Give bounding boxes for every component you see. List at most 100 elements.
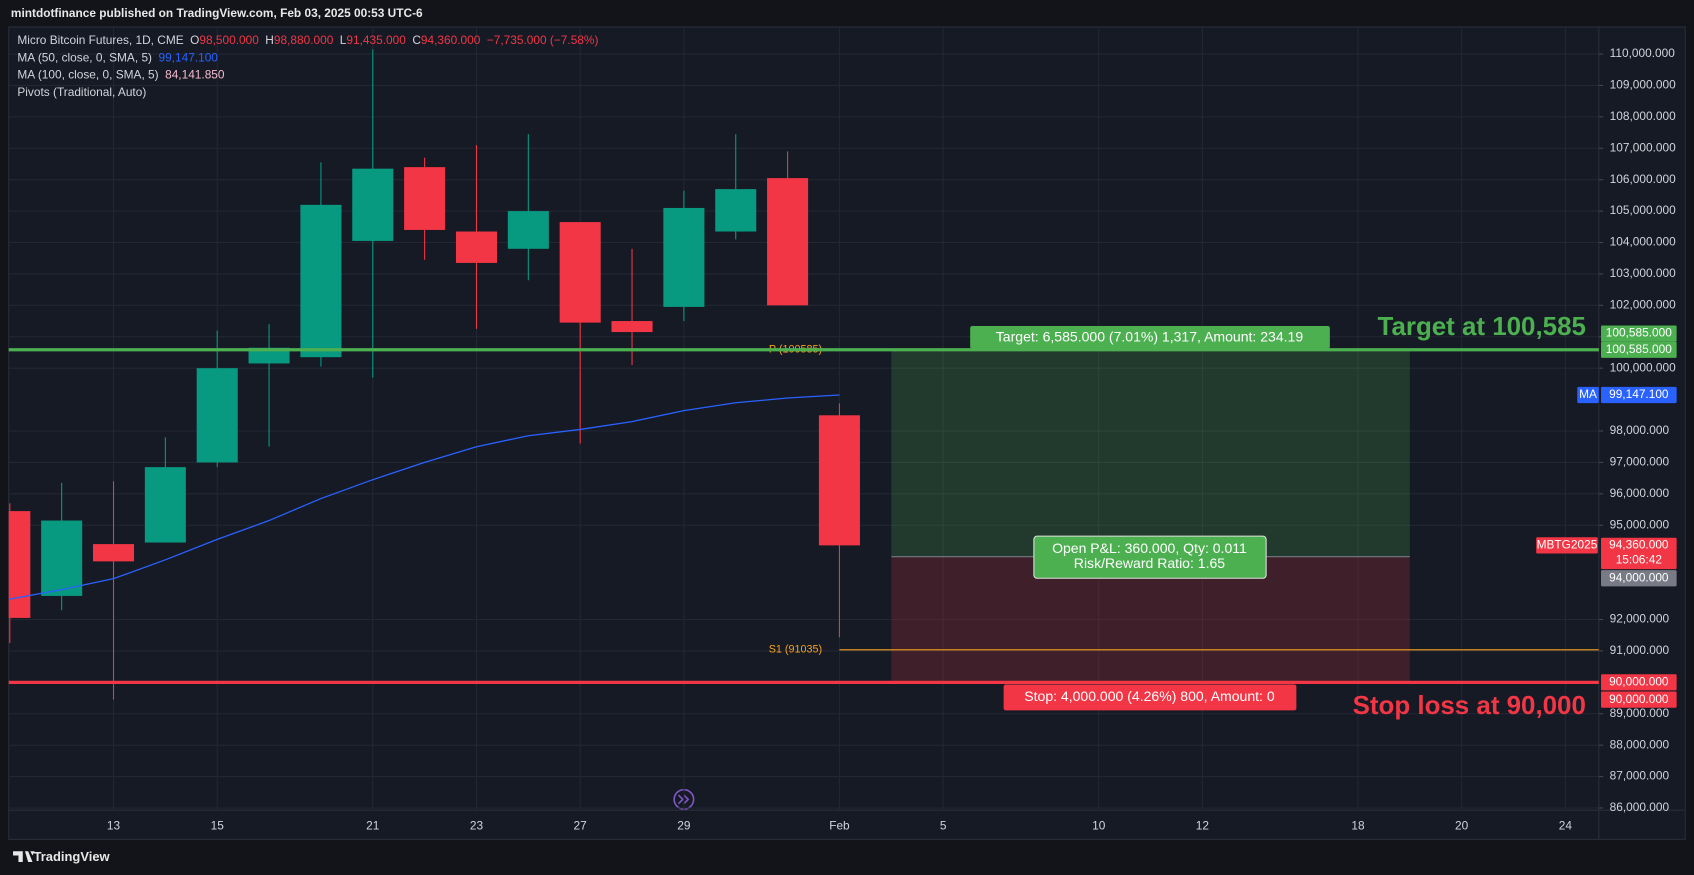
footer-brand: TradingView — [34, 849, 111, 864]
ma-axis-tag-box — [1601, 386, 1677, 404]
target-label-box — [970, 326, 1330, 349]
legend-change: −7,735.000 (−7.58%) — [487, 33, 599, 47]
last-symbol-tag: MBTG2025 — [1537, 537, 1598, 551]
pnl-label: Risk/Reward Ratio: 1.65 — [1074, 555, 1225, 571]
y-tick-label: 86,000.000 — [1610, 800, 1670, 814]
y-tick-label: 98,000.000 — [1610, 423, 1670, 437]
stop-axis-tag-box — [1601, 691, 1677, 708]
last-price-label: 94,360.000 — [1609, 537, 1669, 551]
target-note: Target at 100,585 — [1378, 313, 1586, 341]
legend-indicator: Pivots (Traditional, Auto) — [17, 85, 146, 99]
candle-body — [352, 168, 394, 241]
legend-ohlc-key: C — [412, 33, 421, 47]
x-tick-label: 29 — [677, 819, 691, 833]
x-tick-label: 12 — [1196, 819, 1209, 833]
y-tick-label: 105,000.000 — [1610, 203, 1676, 217]
stop-axis-tag-box — [1601, 674, 1677, 691]
stop-axis-tag: 90,000.000 — [1609, 674, 1669, 688]
target-label: Target: 6,585.000 (7.01%) 1,317, Amount:… — [996, 329, 1304, 345]
x-tick-label: 24 — [1559, 819, 1573, 833]
pivot-label: S1 (91035) — [769, 644, 822, 656]
candle-body — [300, 204, 342, 358]
ma-tag-box — [1577, 386, 1599, 404]
y-tick-label: 95,000.000 — [1610, 517, 1670, 531]
x-tick-label: 20 — [1455, 819, 1469, 833]
candle-body — [404, 167, 446, 230]
y-tick-label: 89,000.000 — [1610, 706, 1670, 720]
y-tick-label: 88,000.000 — [1610, 737, 1670, 751]
indicator-name: MA (50, close, 0, SMA, 5) — [17, 50, 152, 64]
profit-zone — [891, 349, 1410, 557]
candle-body — [559, 222, 601, 323]
target-axis-tag: 100,585.000 — [1606, 326, 1672, 340]
indicator-name: Pivots (Traditional, Auto) — [17, 85, 146, 99]
y-tick-label: 102,000.000 — [1610, 297, 1676, 311]
stop-axis-tag: 90,000.000 — [1609, 692, 1669, 706]
countdown-label: 15:06:42 — [1616, 553, 1662, 567]
candle-body — [507, 211, 549, 249]
y-tick-label: 97,000.000 — [1610, 455, 1670, 469]
y-tick-label: 91,000.000 — [1610, 643, 1670, 657]
stop-label: Stop: 4,000.000 (4.26%) 800, Amount: 0 — [1024, 688, 1275, 704]
legend-ohlc-value: 91,435.000 — [346, 33, 406, 47]
entry-axis-tag-box — [1601, 570, 1677, 587]
y-tick-label: 104,000.000 — [1610, 235, 1676, 249]
target-axis-tag-box — [1601, 341, 1677, 358]
candle-body — [818, 415, 860, 546]
legend-ohlc-value: 94,360.000 — [421, 33, 481, 47]
entry-axis-tag: 94,000.000 — [1609, 570, 1669, 584]
ma-line — [9, 394, 840, 600]
legend-ohlc-value: 98,880.000 — [274, 33, 334, 47]
legend-line: Micro Bitcoin Futures, 1D, CME O98,500.00… — [17, 33, 598, 47]
ma-tag: MA — [1579, 387, 1597, 401]
x-tick-label: 5 — [940, 819, 947, 833]
x-tick-label: 13 — [107, 819, 121, 833]
indicator-value: 99,147.100 — [158, 50, 218, 64]
x-tick-label: 15 — [211, 819, 225, 833]
legend-symbol: Micro Bitcoin Futures, 1D, CME — [17, 33, 183, 47]
candle-body — [611, 321, 653, 333]
ma-axis-tag: 99,147.100 — [1609, 387, 1669, 401]
stop-label-box — [1003, 684, 1297, 711]
legend-indicator: MA (50, close, 0, SMA, 5) 99,147.100 — [17, 50, 218, 64]
x-tick-label: 10 — [1092, 819, 1106, 833]
pnl-label: Open P&L: 360.000, Qty: 0.011 — [1052, 540, 1247, 556]
x-tick-label: 21 — [366, 819, 380, 833]
x-tick-label: 27 — [574, 819, 587, 833]
y-tick-label: 96,000.000 — [1610, 486, 1670, 500]
legend-ohlc-key: L — [340, 33, 347, 47]
legend-indicator: MA (100, close, 0, SMA, 5) 84,141.850 — [17, 68, 225, 82]
candle-body — [767, 178, 809, 306]
candle-body — [92, 544, 135, 562]
x-tick-label: 23 — [470, 819, 484, 833]
candle-body — [715, 189, 757, 232]
last-price-box — [1601, 537, 1677, 570]
candle-body — [196, 368, 238, 463]
indicator-name: MA (100, close, 0, SMA, 5) — [17, 68, 158, 82]
candle-body — [144, 467, 186, 543]
candle-body — [41, 520, 83, 596]
pnl-box — [1033, 535, 1267, 579]
indicator-value: 84,141.850 — [165, 68, 225, 82]
y-tick-label: 100,000.000 — [1610, 360, 1676, 374]
target-axis-tag-box — [1601, 325, 1677, 342]
y-tick-label: 108,000.000 — [1610, 109, 1676, 123]
candle-body — [455, 231, 497, 263]
y-tick-label: 87,000.000 — [1610, 769, 1670, 783]
y-tick-label: 106,000.000 — [1610, 172, 1676, 186]
y-tick-label: 107,000.000 — [1610, 140, 1676, 154]
x-tick-label: 18 — [1351, 819, 1365, 833]
y-tick-label: 110,000.000 — [1610, 46, 1676, 60]
candle-body — [8, 511, 31, 618]
last-symbol-tag-box — [1536, 537, 1598, 554]
legend-ohlc-value: 98,500.000 — [199, 33, 259, 47]
legend-ohlc-key: H — [265, 33, 274, 47]
stop-note: Stop loss at 90,000 — [1353, 692, 1586, 720]
y-tick-label: 103,000.000 — [1610, 266, 1676, 280]
header-text: mintdotfinance published on TradingView.… — [11, 6, 423, 20]
candle-body — [663, 207, 705, 307]
x-tick-label: Feb — [829, 819, 850, 833]
tradingview-logo — [13, 851, 35, 863]
legend-ohlc-key: O — [190, 33, 199, 47]
